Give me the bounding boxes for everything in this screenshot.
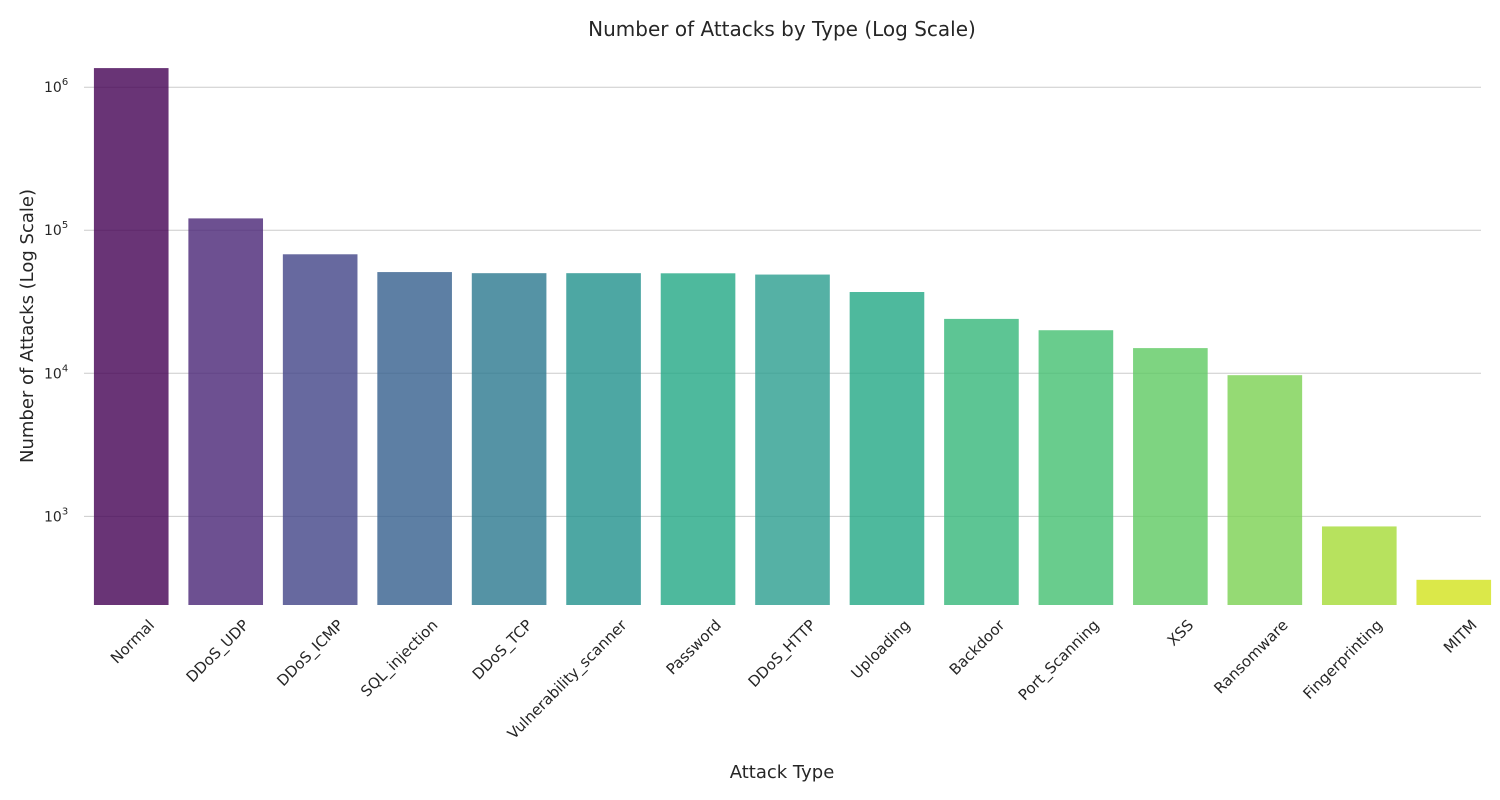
- x-axis-label: Attack Type: [730, 762, 835, 783]
- y-axis-label: Number of Attacks (Log Scale): [17, 189, 38, 463]
- x-tick-label: Ransomware: [1210, 616, 1291, 697]
- x-tick-label: Port_Scanning: [1015, 616, 1104, 705]
- bar-ddos-udp: [188, 218, 264, 605]
- x-tick-label: DDoS_TCP: [469, 616, 537, 684]
- x-axis-ticks: Normal DDoS_UDP DDoS_ICMP SQL_injection DDoS…: [107, 616, 1481, 744]
- bar-port-scanning: [1038, 330, 1114, 605]
- x-tick-label: SQL_injection: [357, 616, 442, 701]
- bar-ransomware: [1227, 375, 1303, 605]
- y-tick-label: 105: [44, 220, 68, 239]
- x-tick-label: Normal: [107, 616, 158, 667]
- x-tick-label: DDoS_UDP: [183, 616, 254, 687]
- bar-password: [660, 273, 736, 605]
- chart-title: Number of Attacks by Type (Log Scale): [588, 17, 976, 41]
- y-tick-label: 106: [44, 77, 68, 96]
- x-tick-label: MITM: [1440, 616, 1481, 657]
- y-axis-ticks: 103 104 105 106: [44, 77, 68, 525]
- x-tick-label: DDoS_ICMP: [273, 616, 347, 690]
- x-tick-label: Fingerprinting: [1299, 616, 1386, 703]
- x-tick-label: Password: [663, 616, 725, 678]
- bar-uploading: [849, 292, 925, 605]
- y-tick-label: 103: [44, 506, 68, 525]
- y-tick-label: 104: [44, 363, 68, 382]
- bar-ddos-tcp: [471, 273, 547, 605]
- bar-ddos-http: [755, 274, 830, 605]
- bar-normal: [93, 68, 169, 606]
- bar-fingerprinting: [1321, 526, 1397, 605]
- bar-mitm: [1416, 579, 1492, 605]
- bars: [93, 68, 1492, 606]
- bar-vulnerability-scanner: [566, 273, 641, 605]
- x-tick-label: DDoS_HTTP: [745, 616, 820, 691]
- x-tick-label: Uploading: [847, 616, 913, 682]
- x-tick-label: XSS: [1164, 616, 1197, 649]
- x-tick-label: Backdoor: [946, 616, 1009, 679]
- bar-backdoor: [944, 318, 1019, 605]
- bar-sql-injection: [377, 272, 452, 605]
- bar-ddos-icmp: [282, 254, 358, 606]
- bar-xss: [1133, 348, 1208, 605]
